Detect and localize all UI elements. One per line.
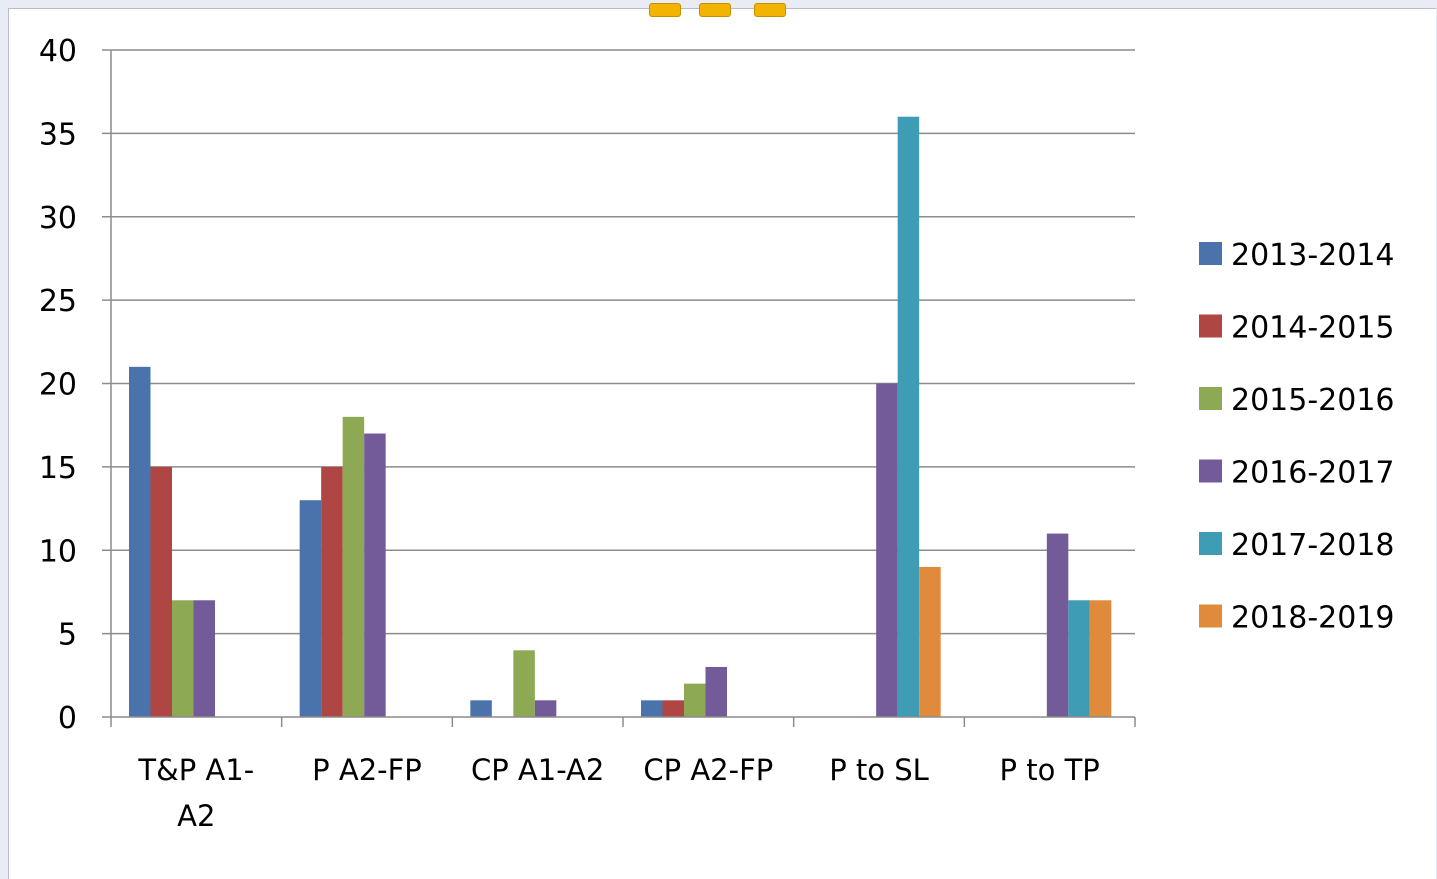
x-axis-labels: T&P A1- A2 P A2-FP CP A1-A2 CP A2-FP P to SL P… — [137, 753, 1099, 833]
y-axis-ticks: 0 5 10 15 20 25 30 35 40 — [39, 34, 77, 736]
bars — [129, 116, 1112, 717]
chart-frame — [8, 3, 1436, 879]
y-tick-label: 0 — [58, 701, 77, 736]
bar — [172, 600, 194, 717]
bar — [919, 566, 941, 717]
legend-label: 2014-2015 — [1231, 311, 1395, 346]
y-tick-label: 10 — [39, 534, 77, 569]
bar — [193, 600, 215, 717]
legend-swatch — [1199, 604, 1222, 628]
legend-swatch — [1199, 387, 1222, 410]
bar — [876, 383, 898, 717]
x-tick-label: A2 — [177, 799, 215, 833]
bar — [1068, 600, 1090, 717]
bar — [321, 466, 343, 717]
bar — [364, 433, 386, 717]
bar — [662, 700, 684, 717]
bar — [299, 500, 322, 717]
x-tick-label: T&P A1- — [137, 753, 254, 787]
title-fragment-glyph — [754, 3, 786, 17]
y-tick-label: 25 — [39, 284, 77, 319]
legend-label: 2017-2018 — [1231, 528, 1395, 563]
bar — [684, 683, 706, 717]
y-tick-label: 15 — [39, 451, 77, 486]
y-tick-label: 35 — [39, 117, 77, 152]
title-fragment-glyph — [699, 3, 731, 17]
title-fragment-glyph — [649, 3, 681, 17]
y-tick-label: 5 — [58, 618, 77, 653]
legend-label: 2015-2016 — [1231, 383, 1395, 418]
bar — [129, 366, 151, 717]
x-tick-label: CP A1-A2 — [471, 753, 604, 787]
bar — [1046, 533, 1069, 717]
bar — [513, 650, 535, 717]
bar — [897, 116, 920, 717]
bar — [470, 700, 492, 717]
bar — [342, 416, 365, 717]
bar — [705, 666, 727, 717]
legend-swatch — [1199, 532, 1222, 555]
y-tick-label: 20 — [39, 368, 77, 403]
axes — [102, 49, 1136, 727]
x-tick-label: P A2-FP — [312, 753, 422, 787]
legend: 2013-2014 2014-2015 2015-2016 2016-2017 2017… — [1199, 238, 1395, 636]
legend-swatch — [1199, 459, 1222, 483]
y-tick-label: 30 — [39, 201, 77, 236]
legend-label: 2016-2017 — [1231, 456, 1395, 491]
bar — [534, 700, 557, 717]
x-tick-label: P to TP — [1000, 753, 1100, 787]
legend-swatch — [1199, 314, 1222, 338]
bar — [150, 466, 172, 717]
x-tick-label: P to SL — [829, 753, 929, 787]
y-tick-label: 40 — [39, 34, 77, 69]
x-tick-label: CP A2-FP — [643, 753, 773, 787]
bar — [641, 700, 663, 717]
bar — [1089, 600, 1112, 717]
legend-label: 2013-2014 — [1231, 238, 1395, 273]
legend-swatch — [1199, 242, 1222, 265]
gridlines — [111, 49, 1135, 635]
legend-label: 2018-2019 — [1231, 601, 1395, 636]
